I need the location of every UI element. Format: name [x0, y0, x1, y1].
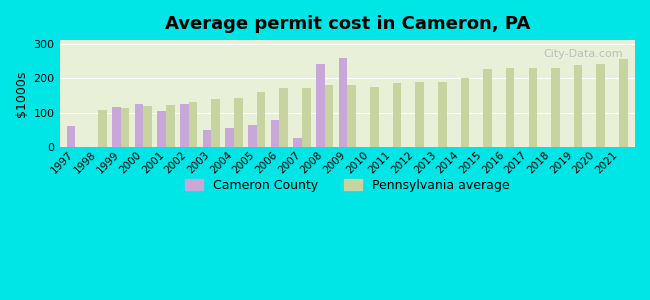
Bar [248, 125, 257, 147]
Y-axis label: $1000s: $1000s [15, 70, 28, 117]
Bar [67, 126, 75, 147]
Bar [257, 92, 265, 147]
Bar [166, 105, 175, 147]
Bar [316, 64, 324, 147]
Bar [302, 88, 311, 147]
Bar [551, 68, 560, 147]
Bar [234, 98, 242, 147]
Bar [112, 107, 121, 147]
Bar [528, 68, 537, 147]
Bar [574, 65, 582, 147]
Bar [324, 85, 333, 147]
Bar [339, 58, 347, 147]
Bar [226, 128, 234, 147]
Bar [188, 102, 198, 147]
Bar [98, 110, 107, 147]
Bar [597, 64, 605, 147]
Bar [211, 100, 220, 147]
Bar [121, 109, 129, 147]
Bar [461, 78, 469, 147]
Bar [393, 82, 401, 147]
Bar [506, 68, 514, 147]
Bar [293, 139, 302, 147]
Text: City-Data.com: City-Data.com [544, 49, 623, 59]
Bar [370, 87, 378, 147]
Bar [280, 88, 288, 147]
Bar [157, 111, 166, 147]
Bar [347, 85, 356, 147]
Bar [203, 130, 211, 147]
Bar [180, 104, 188, 147]
Bar [144, 106, 152, 147]
Title: Average permit cost in Cameron, PA: Average permit cost in Cameron, PA [164, 15, 530, 33]
Bar [135, 104, 144, 147]
Bar [619, 59, 628, 147]
Bar [415, 82, 424, 147]
Bar [438, 82, 447, 147]
Legend: Cameron County, Pennsylvania average: Cameron County, Pennsylvania average [179, 173, 515, 196]
Bar [483, 70, 492, 147]
Bar [270, 120, 280, 147]
